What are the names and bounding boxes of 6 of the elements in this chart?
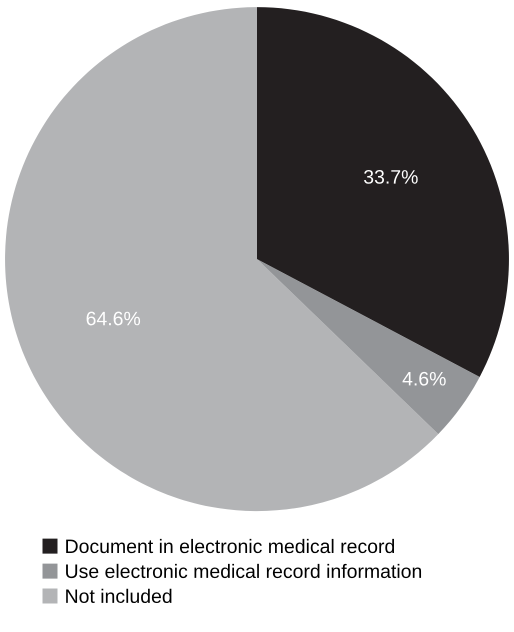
data-label: 33.7% [364, 170, 418, 184]
data-label: 64.6% [86, 312, 140, 326]
legend-label: Not included [66, 588, 172, 604]
legend-label: Document in electronic medical record [66, 538, 394, 554]
data-label: 4.6% [402, 372, 446, 386]
legend-label: Use electronic medical record information [66, 564, 422, 578]
